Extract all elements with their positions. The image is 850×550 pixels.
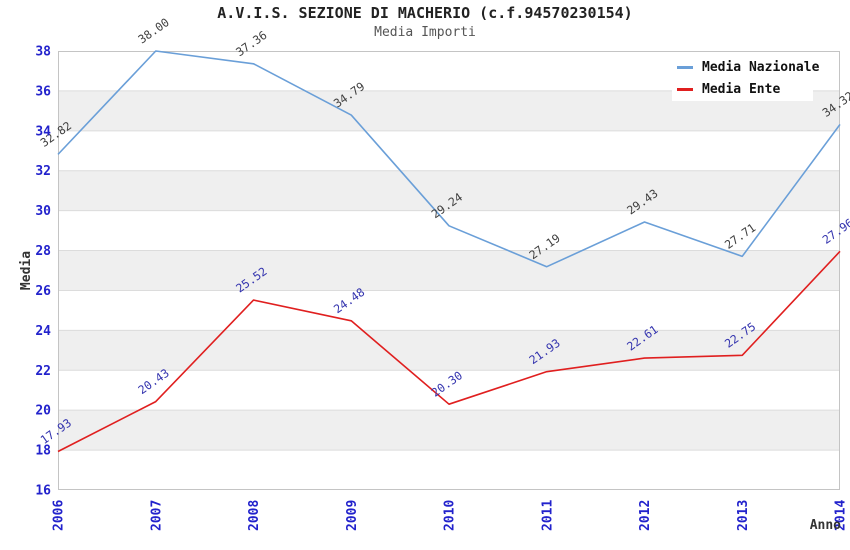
x-tick-label: 2012	[638, 500, 653, 531]
legend-swatch-media-ente-icon	[677, 87, 693, 91]
legend-entry-media-nazionale: Media Nazionale	[672, 58, 819, 78]
plot-band	[58, 130, 840, 171]
y-tick-label: 20	[35, 404, 51, 419]
plot-band	[58, 210, 840, 251]
legend-entry-media-ente: Media Ente	[672, 79, 813, 99]
x-tick-label: 2013	[736, 500, 751, 531]
plot-band	[58, 410, 840, 451]
y-tick-label: 36	[35, 84, 51, 99]
gridlines	[58, 90, 840, 451]
y-tick-label: 18	[35, 444, 51, 459]
series-line-media-ente	[57, 250, 841, 453]
y-tick-label: 34	[35, 124, 51, 139]
plot-band	[58, 170, 840, 211]
x-tick-label: 2011	[540, 500, 555, 531]
y-tick-label: 22	[35, 364, 51, 379]
y-axis-title: Media	[19, 251, 34, 290]
y-tick-label: 32	[35, 164, 51, 179]
x-tick-label: 2010	[443, 500, 458, 531]
x-tick-label: 2008	[247, 500, 262, 531]
x-axis-ticks: 2006 2007 2008 2009 2010 2011 2012 2013 2014	[52, 500, 849, 531]
plot-band	[58, 330, 840, 371]
x-tick-label: 2009	[345, 500, 360, 531]
data-point-label: 38.00	[135, 15, 171, 46]
plot-band	[58, 250, 840, 291]
y-tick-label: 24	[35, 324, 51, 339]
y-tick-label: 28	[35, 244, 51, 259]
y-tick-label: 16	[35, 484, 51, 499]
series-line-media-nazionale	[57, 50, 841, 268]
chart-subtitle: Media Importi	[374, 25, 476, 40]
y-tick-label: 26	[35, 284, 51, 299]
x-tick-label: 2006	[52, 500, 67, 531]
plot-border	[58, 51, 840, 490]
legend-label-media-ente: Media Ente	[702, 81, 781, 97]
x-axis-title: Anno	[810, 518, 841, 533]
y-tick-label: 38	[35, 45, 51, 60]
legend-swatch-media-nazionale-icon	[677, 66, 693, 70]
legend-label-media-nazionale: Media Nazionale	[702, 60, 820, 76]
plot-band	[58, 450, 840, 490]
y-tick-label: 30	[35, 204, 51, 219]
legend: Media Nazionale Media Ente	[672, 56, 819, 101]
chart-title: A.V.I.S. SEZIONE DI MACHERIO (c.f.945702…	[217, 4, 633, 22]
plot-bands	[58, 51, 840, 490]
y-axis-ticks: 16 18 20 22 24 26 28 30 32 34 36 38	[35, 45, 51, 499]
plot-band	[58, 290, 840, 331]
x-tick-label: 2014	[834, 500, 849, 531]
x-tick-label: 2007	[149, 500, 164, 531]
